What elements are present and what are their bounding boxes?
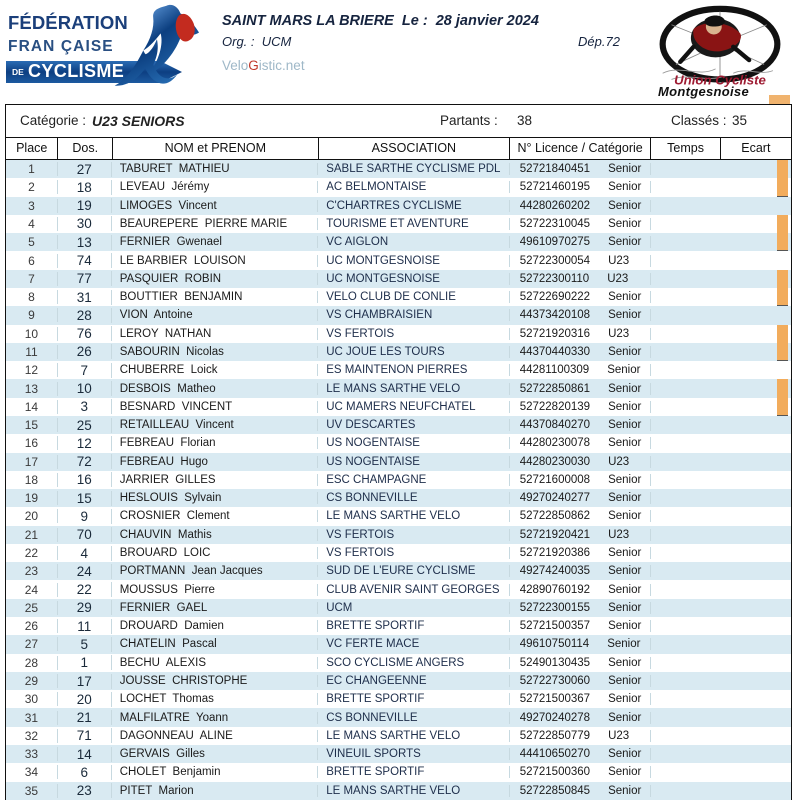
svg-text:CYCLISME: CYCLISME — [28, 61, 124, 81]
svg-text:DE: DE — [12, 67, 24, 77]
svg-text:FÉDÉRATION: FÉDÉRATION — [8, 12, 128, 33]
svg-text:FRAN ÇAISE: FRAN ÇAISE — [8, 38, 114, 55]
